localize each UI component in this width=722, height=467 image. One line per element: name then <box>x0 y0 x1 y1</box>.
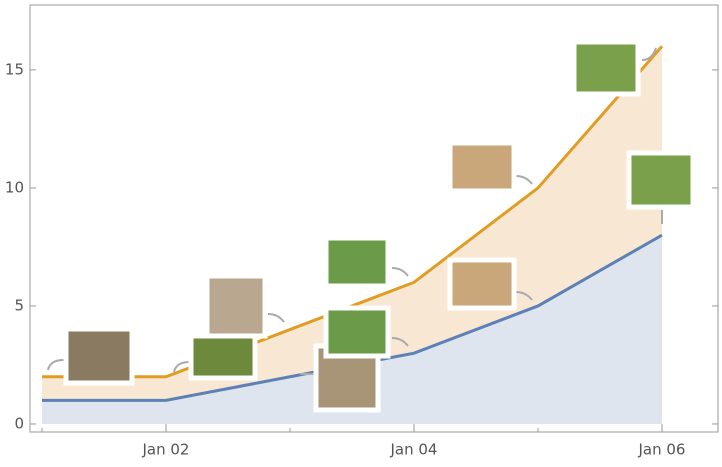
x-tick-label: Jan 02 <box>142 441 190 459</box>
image-placeholder <box>63 39 696 413</box>
area-fill <box>42 235 662 424</box>
y-tick-label: 0 <box>14 414 24 432</box>
image-label <box>47 47 663 376</box>
plot-frame <box>29 4 719 433</box>
y-tick-label: 15 <box>5 60 24 78</box>
y-tick-label: 10 <box>5 178 24 196</box>
x-tick-label: Jan 04 <box>390 441 438 459</box>
y-tick-label: 5 <box>14 296 24 314</box>
x-tick-label: Jan 06 <box>638 441 686 459</box>
